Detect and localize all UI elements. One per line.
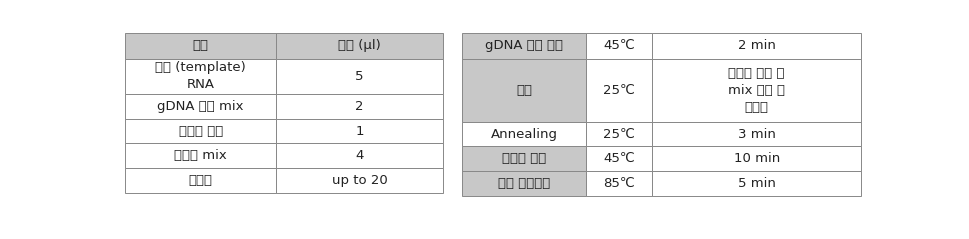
Bar [276,94,443,119]
Bar [276,143,443,168]
Text: 반응 비활성화: 반응 비활성화 [498,177,549,190]
Bar [585,171,651,196]
Bar [276,59,443,94]
Text: 역전사 효소: 역전사 효소 [178,125,223,138]
Bar [276,168,443,193]
Text: 25℃: 25℃ [603,84,635,97]
Bar [462,122,585,147]
Text: 역전사 효소 및
mix 추가 후
재진행: 역전사 효소 및 mix 추가 후 재진행 [728,67,785,114]
Text: Annealing: Annealing [490,128,557,141]
Text: 주형 (template)
RNA: 주형 (template) RNA [155,61,246,92]
Text: 45℃: 45℃ [603,152,635,165]
Bar [651,33,860,59]
Bar [585,122,651,147]
Bar [585,147,651,171]
Bar [125,33,276,59]
Text: 정지: 정지 [516,84,532,97]
Bar [585,59,651,122]
Text: 역전사 mix: 역전사 mix [174,149,227,162]
Bar [651,59,860,122]
Text: 조성: 조성 [193,39,208,52]
Text: 역전사 반응: 역전사 반응 [502,152,546,165]
Bar [276,119,443,143]
Text: gDNA 제거 mix: gDNA 제거 mix [157,100,243,113]
Bar [651,147,860,171]
Bar [125,94,276,119]
Bar [462,59,585,122]
Text: up to 20: up to 20 [331,174,387,187]
Bar [125,59,276,94]
Bar [125,143,276,168]
Text: 25℃: 25℃ [603,128,635,141]
Bar [651,122,860,147]
Text: gDNA 제거 반응: gDNA 제거 반응 [484,39,563,52]
Bar [462,33,585,59]
Text: 45℃: 45℃ [603,39,635,52]
Bar [276,33,443,59]
Text: 2: 2 [355,100,363,113]
Bar [585,33,651,59]
Bar [651,171,860,196]
Text: 용량 (μl): 용량 (μl) [338,39,381,52]
Text: 2 min: 2 min [737,39,775,52]
Text: 증류수: 증류수 [189,174,212,187]
Bar [462,147,585,171]
Text: 1: 1 [355,125,363,138]
Bar [462,171,585,196]
Bar [125,168,276,193]
Bar [125,119,276,143]
Text: 10 min: 10 min [733,152,779,165]
Text: 85℃: 85℃ [603,177,635,190]
Text: 5: 5 [355,70,363,83]
Text: 5 min: 5 min [737,177,775,190]
Text: 4: 4 [355,149,363,162]
Text: 3 min: 3 min [737,128,775,141]
